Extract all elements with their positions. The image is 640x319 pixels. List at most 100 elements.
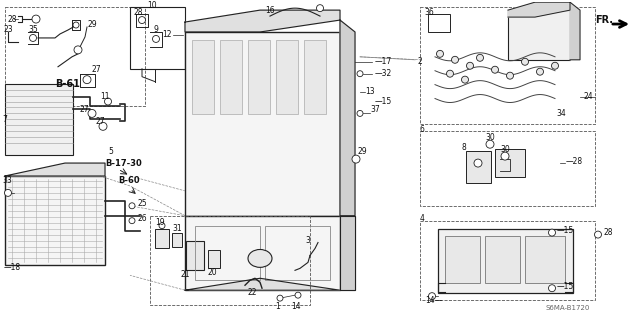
Polygon shape (508, 2, 570, 17)
Bar (150, 216, 310, 305)
Text: 2: 2 (418, 57, 423, 66)
Ellipse shape (83, 76, 91, 84)
Ellipse shape (4, 189, 12, 197)
Text: —28: —28 (566, 157, 583, 166)
Bar (445, 235, 480, 283)
Ellipse shape (506, 72, 513, 79)
Text: 12: 12 (162, 30, 172, 40)
Ellipse shape (129, 203, 135, 209)
Text: 24: 24 (584, 92, 594, 101)
Text: 4: 4 (420, 214, 425, 223)
Text: 3: 3 (305, 236, 310, 245)
Ellipse shape (552, 62, 559, 69)
Bar (155, 229, 169, 249)
Text: —32: —32 (375, 69, 392, 78)
Bar (185, 216, 340, 290)
Text: 13: 13 (365, 87, 374, 96)
Bar (304, 40, 326, 115)
Ellipse shape (248, 249, 272, 267)
Text: B-61: B-61 (55, 78, 80, 89)
Text: 26: 26 (138, 214, 148, 223)
Text: 28: 28 (8, 15, 17, 24)
Ellipse shape (88, 109, 96, 117)
Ellipse shape (357, 110, 363, 116)
Text: 14—: 14— (425, 296, 442, 305)
Bar (438, 229, 573, 293)
Ellipse shape (486, 140, 494, 148)
Bar (495, 149, 525, 177)
Text: 14: 14 (291, 301, 301, 311)
Bar (185, 32, 340, 216)
Ellipse shape (522, 58, 529, 65)
Text: 8: 8 (462, 143, 467, 152)
Ellipse shape (436, 50, 444, 57)
Ellipse shape (451, 56, 458, 63)
Bar (248, 40, 270, 115)
Text: 10: 10 (147, 1, 157, 10)
Text: 11: 11 (100, 92, 109, 101)
Text: 33: 33 (2, 176, 12, 185)
Bar (5, 176, 105, 265)
Bar (420, 131, 595, 206)
Text: 19: 19 (155, 218, 164, 227)
Polygon shape (185, 278, 340, 290)
Text: 9: 9 (154, 26, 159, 34)
Ellipse shape (501, 152, 509, 160)
Text: 30: 30 (500, 145, 510, 154)
Ellipse shape (447, 70, 454, 77)
Text: 25: 25 (138, 199, 148, 208)
Ellipse shape (548, 229, 556, 236)
Bar (186, 241, 204, 270)
Text: 21: 21 (180, 270, 189, 279)
Ellipse shape (99, 122, 107, 130)
Text: 1: 1 (276, 301, 280, 311)
Ellipse shape (474, 159, 482, 167)
Bar (276, 40, 298, 115)
Ellipse shape (317, 5, 323, 11)
Ellipse shape (277, 295, 283, 301)
Text: 5: 5 (108, 147, 113, 156)
Text: 22: 22 (248, 288, 257, 297)
Ellipse shape (159, 223, 165, 229)
Bar (466, 151, 491, 183)
Text: —15: —15 (557, 282, 574, 291)
Text: —18: —18 (4, 263, 21, 272)
Bar (130, 7, 185, 69)
Text: 36: 36 (424, 8, 434, 17)
Polygon shape (340, 20, 355, 216)
Bar (265, 226, 330, 280)
Text: —15: —15 (375, 97, 392, 106)
Ellipse shape (138, 17, 145, 24)
Bar (428, 14, 450, 32)
Polygon shape (5, 163, 105, 176)
Text: 27: 27 (92, 65, 102, 74)
Text: —15: —15 (557, 226, 574, 235)
Text: 29: 29 (87, 19, 97, 28)
Text: 7: 7 (2, 115, 7, 124)
Ellipse shape (104, 98, 111, 105)
Ellipse shape (461, 76, 468, 83)
Text: 28: 28 (603, 228, 612, 237)
Text: 28: 28 (134, 8, 143, 17)
Ellipse shape (429, 293, 435, 300)
Ellipse shape (536, 68, 543, 75)
Ellipse shape (595, 231, 602, 238)
Text: B-17-30: B-17-30 (105, 159, 141, 167)
Ellipse shape (467, 62, 474, 69)
Ellipse shape (357, 71, 363, 77)
Text: 30: 30 (485, 133, 495, 142)
Text: 23: 23 (4, 25, 13, 33)
Bar (420, 221, 595, 300)
Text: FR.: FR. (595, 15, 613, 25)
Ellipse shape (74, 46, 82, 54)
Text: —17: —17 (375, 57, 392, 66)
Polygon shape (340, 216, 355, 290)
Ellipse shape (29, 34, 36, 41)
Ellipse shape (548, 285, 556, 292)
Bar (525, 235, 565, 283)
Ellipse shape (129, 218, 135, 224)
Bar (420, 7, 595, 124)
Text: 29: 29 (358, 147, 367, 156)
Ellipse shape (152, 35, 159, 42)
Bar (195, 226, 260, 280)
